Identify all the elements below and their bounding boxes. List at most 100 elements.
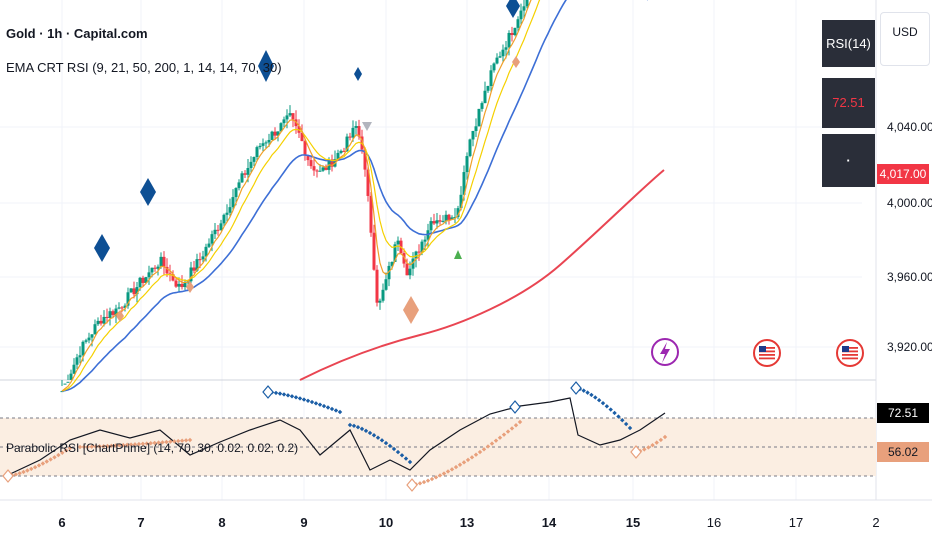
candle-body (171, 274, 175, 281)
candle-body (153, 267, 157, 269)
candle-body (363, 149, 367, 170)
candle-body (246, 168, 250, 175)
sar-dot (285, 393, 291, 398)
sar-dot (56, 452, 61, 458)
sar-dot (379, 438, 385, 443)
currency-button[interactable]: USD (880, 12, 930, 66)
sar-flip-diamond (630, 445, 642, 459)
sar-dot (40, 461, 46, 466)
sar-dot (623, 421, 629, 427)
candle-body (435, 220, 439, 224)
candle-body (390, 261, 394, 266)
sar-dot (517, 419, 523, 425)
sar-dot (297, 396, 303, 401)
sar-dot (337, 409, 343, 415)
sar-dot (505, 429, 511, 434)
candle-body (216, 229, 220, 231)
indicator-title[interactable]: EMA CRT RSI (9, 21, 50, 200, 1, 14, 14, … (6, 60, 282, 75)
candle-body (237, 182, 241, 189)
candle-body (441, 220, 445, 222)
sar-dot (399, 453, 405, 458)
candle-body (183, 282, 187, 288)
ema21-line (61, 0, 541, 392)
sar-dot (85, 444, 91, 450)
sar-dot (658, 437, 664, 443)
candle-body (204, 246, 208, 257)
candle-body (282, 119, 286, 124)
time-tick-label: 9 (300, 515, 307, 530)
flag-stripe (759, 354, 775, 356)
candle-body (495, 57, 499, 64)
sar-dot (650, 442, 655, 448)
candle-body (522, 6, 526, 11)
candle-body (150, 267, 154, 273)
rsi-line (7, 397, 666, 476)
candle-body (309, 160, 313, 167)
candle-body (255, 147, 259, 158)
sar-dot (509, 426, 515, 431)
sar-dot (132, 442, 138, 447)
candle-body (324, 167, 328, 170)
sar-dot (403, 456, 409, 461)
sar-dot (101, 443, 106, 449)
candle-body (330, 159, 334, 167)
flag-canton (842, 346, 849, 352)
sar-dot (375, 435, 381, 440)
candle-body (276, 131, 280, 136)
candle-body (504, 47, 508, 50)
bearish-diamond-marker (354, 67, 362, 81)
sar-dot (395, 449, 401, 455)
candle-body (468, 139, 472, 157)
sar-dot (473, 452, 479, 457)
candle-body (318, 170, 322, 172)
candle-body (474, 126, 478, 131)
candle-body (81, 341, 85, 356)
candle-body (75, 357, 79, 365)
candle-body (72, 364, 76, 374)
time-tick-label: 8 (218, 515, 225, 530)
candle-body (498, 56, 502, 58)
candle-body (471, 130, 475, 140)
candle-body (258, 145, 262, 148)
sar-dot (121, 442, 126, 448)
bullish-diamond-marker (403, 296, 419, 324)
price-tick-label: 3,920.00 (887, 340, 932, 354)
sar-dot (616, 414, 621, 419)
candle-body (219, 223, 223, 231)
sar-dot (113, 443, 118, 448)
oscillator-title[interactable]: Parabolic RSI [ChartPrime] (14, 70, 30, … (6, 441, 299, 455)
sar-flip-diamond (2, 469, 14, 483)
candle-body (480, 103, 484, 109)
sar-dot (589, 392, 594, 398)
sar-dot (333, 408, 339, 413)
sar-dot (417, 481, 423, 486)
rsi-dot: · (822, 134, 875, 187)
symbol-title[interactable]: Gold · 1h · Capital.com (6, 26, 148, 41)
candle-body (201, 256, 205, 260)
candle-body (519, 10, 523, 20)
sar-dot (313, 401, 319, 406)
sar-dot (453, 464, 459, 470)
flag-stripe (759, 347, 775, 349)
sar-dot (124, 442, 130, 448)
candle-body (339, 150, 343, 153)
sar-dot (513, 423, 519, 428)
candle-body (444, 214, 448, 221)
sar-dot (93, 444, 98, 449)
candle-body (384, 279, 388, 290)
candle-body (369, 195, 373, 233)
candle-body (108, 311, 112, 318)
sar-dot (164, 439, 169, 445)
sar-dot (309, 399, 315, 405)
candle-body (378, 300, 382, 303)
candle-body (252, 157, 256, 162)
sar-dot (612, 410, 617, 416)
sar-dot (489, 441, 495, 446)
flag-stripe (842, 347, 858, 349)
sar-dot (77, 444, 83, 450)
sar-dot (48, 457, 53, 462)
candle-body (483, 90, 487, 104)
sar-dot (620, 418, 625, 423)
price-tick-label: 3,960.00 (887, 270, 932, 284)
